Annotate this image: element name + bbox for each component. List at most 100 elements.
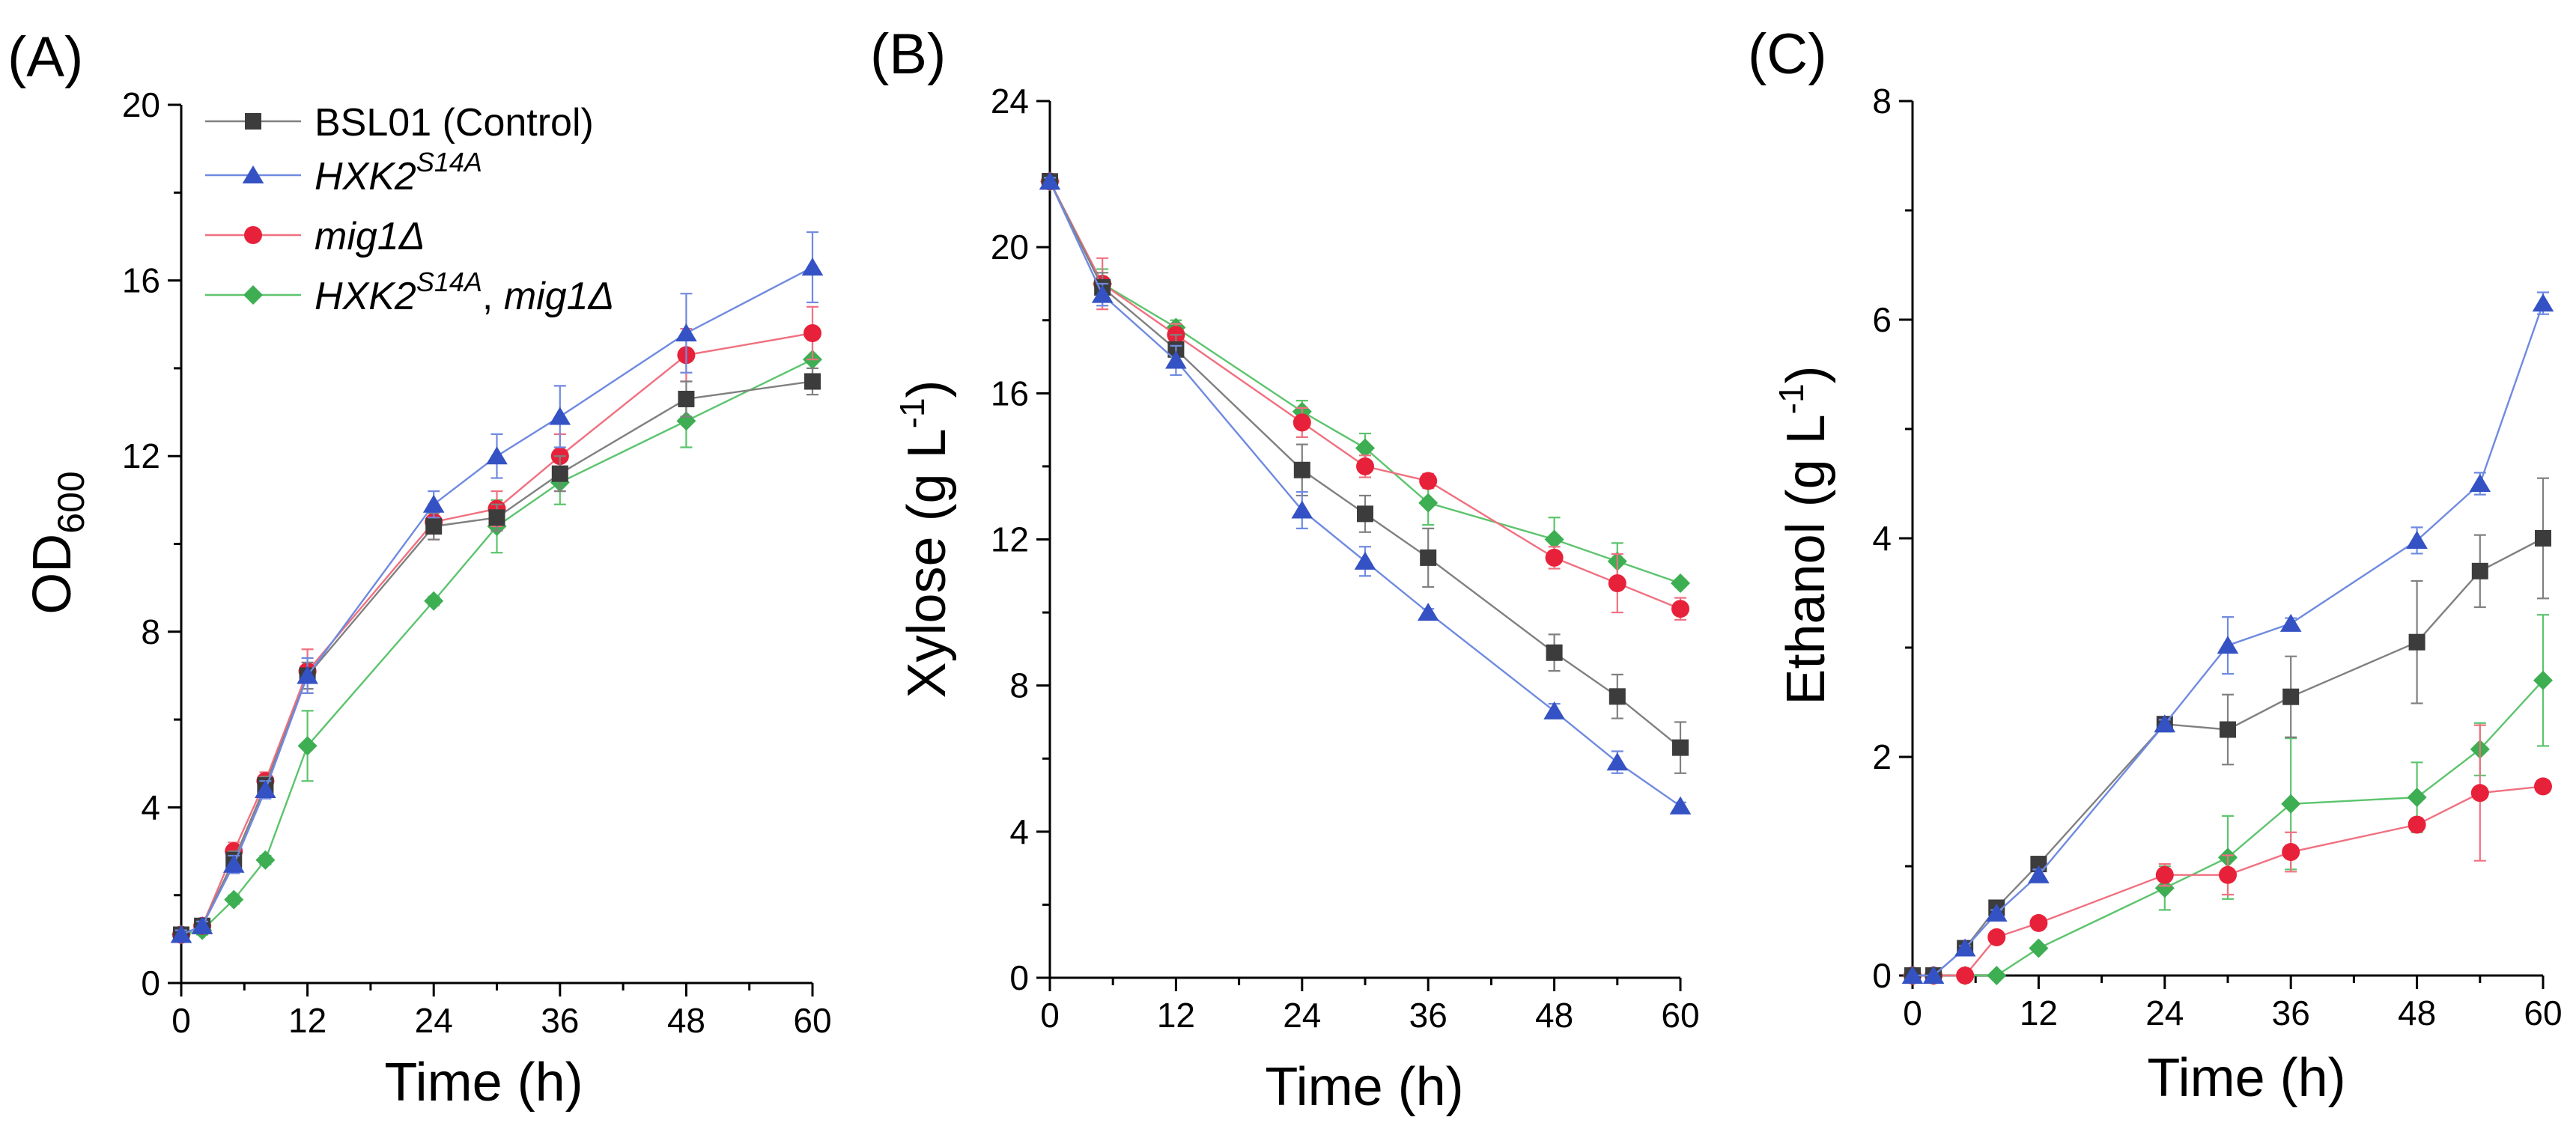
series-line-b-hxk2 — [1048, 180, 1681, 807]
point-b-bsl01-24 — [1293, 461, 1310, 478]
x-tick-label-a-12: 12 — [288, 1001, 326, 1040]
y-tick-label-a-8: 8 — [141, 612, 160, 651]
point-b-hxk2-30 — [1354, 551, 1376, 570]
legend-symbol-mig1 — [244, 226, 262, 244]
point-b-hxk2-24 — [1291, 500, 1313, 519]
point-c-double-12 — [2029, 938, 2049, 958]
y-tick-label-a-0: 0 — [141, 964, 160, 1002]
y-tick-label-c-4: 4 — [1872, 519, 1892, 558]
y-tick-label-a-20: 20 — [122, 85, 160, 124]
point-a-double-12 — [297, 736, 318, 756]
y-tick-label-b-0: 0 — [1009, 958, 1029, 997]
x-tick-label-b-48: 48 — [1535, 996, 1573, 1035]
point-a-mig1-60 — [804, 323, 821, 342]
x-tick-label-b-12: 12 — [1157, 996, 1195, 1035]
y-axis-label-a: OD600 — [22, 471, 92, 614]
y-axis-label-b: Xylose (g L-1) — [893, 380, 957, 698]
point-b-mig1-36 — [1419, 472, 1438, 490]
point-b-double-48 — [1544, 529, 1564, 550]
point-c-mig1-30 — [2219, 865, 2237, 884]
x-tick-label-a-0: 0 — [171, 1001, 191, 1040]
point-a-hxk2-48 — [675, 323, 697, 342]
y-tick-label-c-2: 2 — [1872, 737, 1892, 776]
legend-marker-hxk2 — [242, 165, 264, 184]
point-c-mig1-54 — [2470, 784, 2489, 803]
series-a-hxk2 — [170, 231, 824, 943]
x-tick-label-c-24: 24 — [2145, 993, 2184, 1032]
y-tick-label-a-4: 4 — [141, 788, 160, 827]
x-tick-label-a-60: 60 — [793, 1001, 831, 1040]
x-tick-label-c-60: 60 — [2524, 993, 2562, 1032]
x-tick-label-a-48: 48 — [667, 1001, 705, 1040]
point-c-hxk2-24 — [2154, 714, 2176, 733]
point-a-double-8 — [255, 850, 276, 870]
x-tick-label-c-0: 0 — [1903, 993, 1922, 1032]
point-a-bsl01-24 — [425, 518, 443, 535]
point-b-hxk2-36 — [1417, 603, 1439, 621]
x-tick-label-b-36: 36 — [1409, 996, 1448, 1035]
point-b-bsl01-54 — [1609, 688, 1626, 705]
x-axis-label-a: Time (h) — [384, 1053, 583, 1113]
point-a-hxk2-24 — [422, 494, 445, 513]
series-b-hxk2 — [1039, 171, 1692, 815]
legend: BSL01 (Control) HXK2S14A mig1Δ HXK2S14A,… — [205, 101, 614, 318]
panel-label-a: (A) — [7, 25, 83, 89]
point-b-hxk2-0 — [1039, 171, 1061, 190]
point-a-hxk2-0 — [170, 925, 192, 943]
legend-entry-hxk2: HXK2S14A — [205, 147, 482, 198]
y-tick-label-c-0: 0 — [1872, 956, 1892, 995]
point-b-double-60 — [1671, 573, 1690, 594]
point-c-hxk2-5 — [1954, 938, 1976, 957]
point-b-mig1-30 — [1356, 457, 1374, 475]
legend-marker-mig1 — [244, 226, 262, 244]
point-c-hxk2-60 — [2532, 293, 2554, 312]
x-axis-label-b: Time (h) — [1265, 1057, 1463, 1117]
point-c-double-36 — [2281, 794, 2301, 814]
point-a-hxk2-8 — [255, 779, 276, 798]
x-tick-label-b-0: 0 — [1040, 996, 1060, 1035]
point-b-double-36 — [1418, 493, 1439, 513]
series-line-a-double — [180, 359, 813, 936]
point-a-bsl01-30 — [488, 509, 505, 526]
y-tick-label-b-12: 12 — [991, 520, 1029, 559]
legend-entry-double: HXK2S14A, mig1Δ — [205, 267, 614, 318]
point-c-mig1-8 — [1987, 928, 2006, 946]
point-c-hxk2-12 — [2028, 865, 2050, 883]
y-tick-label-a-16: 16 — [122, 261, 160, 300]
legend-marker-bsl01 — [245, 113, 261, 130]
x-tick-label-b-60: 60 — [1661, 996, 1699, 1035]
point-b-hxk2-60 — [1669, 796, 1692, 815]
y-tick-label-a-12: 12 — [122, 436, 160, 475]
point-a-hxk2-30 — [486, 446, 508, 465]
legend-symbol-hxk2 — [242, 165, 264, 184]
series-c-hxk2 — [1901, 291, 2554, 985]
y-tick-label-b-16: 16 — [991, 374, 1029, 413]
point-c-bsl01-30 — [2220, 721, 2236, 738]
x-tick-label-c-36: 36 — [2272, 993, 2310, 1032]
point-c-mig1-24 — [2155, 865, 2174, 884]
point-c-bsl01-48 — [2408, 633, 2425, 651]
point-c-mig1-36 — [2282, 843, 2300, 862]
point-b-mig1-48 — [1545, 548, 1564, 567]
point-a-double-24 — [424, 591, 444, 611]
legend-label-double: HXK2S14A, mig1Δ — [315, 267, 614, 318]
series-line-a-hxk2 — [180, 266, 813, 936]
panel-label-c: (C) — [1748, 22, 1827, 86]
point-b-hxk2-48 — [1543, 701, 1565, 719]
legend-entry-mig1: mig1Δ — [205, 215, 425, 258]
point-b-hxk2-12 — [1165, 350, 1187, 369]
point-c-hxk2-0 — [1901, 966, 1924, 985]
legend-symbol-double — [243, 285, 263, 305]
point-b-mig1-60 — [1671, 600, 1689, 618]
point-c-double-48 — [2407, 788, 2427, 808]
point-c-hxk2-2 — [1922, 966, 1945, 985]
y-tick-label-c-8: 8 — [1872, 82, 1892, 121]
series-line-a-mig1 — [180, 332, 813, 936]
y-axis-label-c: Ethanol (g L-1) — [1772, 365, 1836, 705]
